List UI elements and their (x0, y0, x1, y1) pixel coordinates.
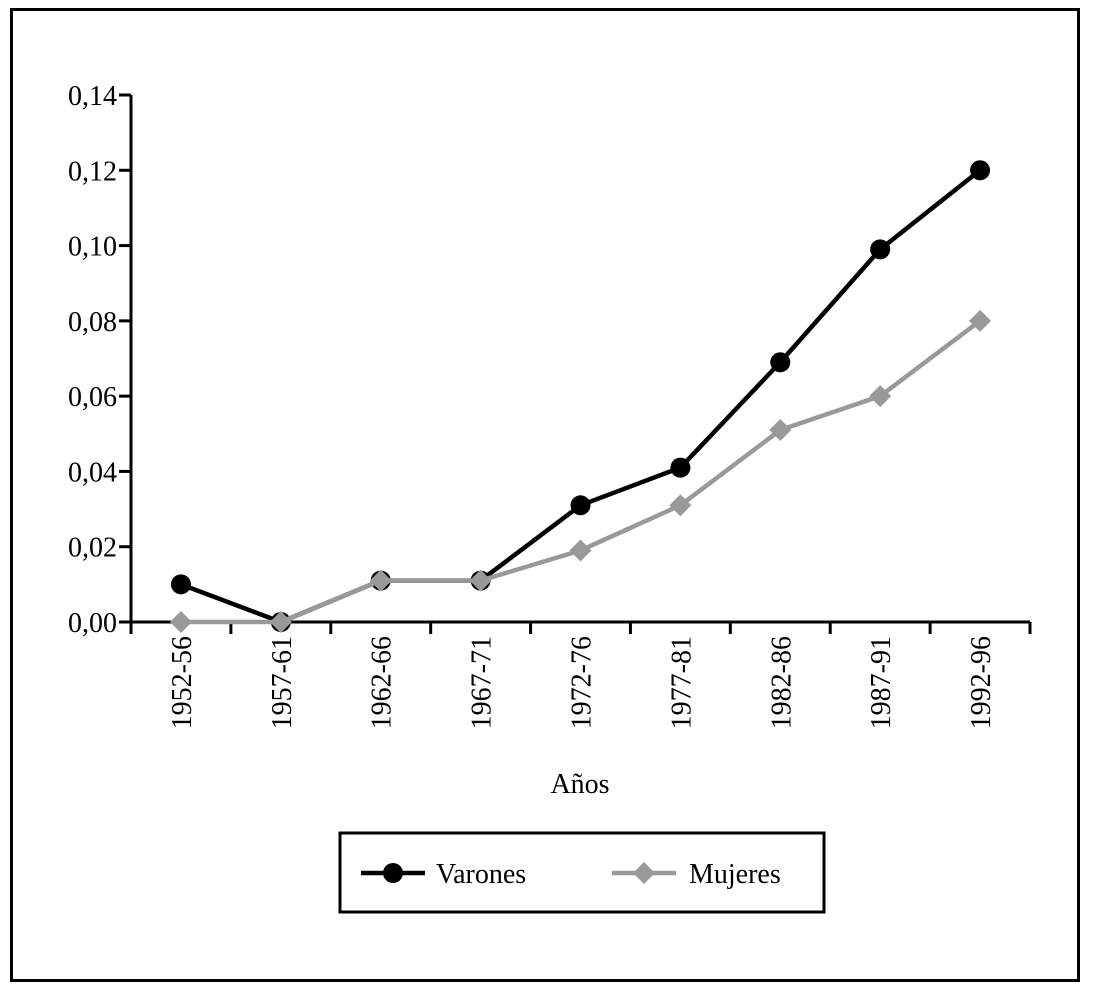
series-line (180, 319, 982, 625)
x-tick-label: 1962-66 (367, 636, 398, 729)
legend-entry-mujeres: Mujeres (612, 859, 781, 890)
y-tick-label: 0,02 (68, 533, 117, 564)
y-tick-label: 0,00 (68, 608, 117, 639)
series-layer (169, 160, 992, 633)
data-point (970, 160, 991, 181)
chart-frame (10, 8, 1080, 982)
legend-swatch-marker (633, 862, 655, 884)
x-tick-label: 1957-61 (267, 636, 298, 729)
data-point (769, 419, 792, 442)
data-point (569, 539, 592, 562)
axes: 0,00 0,02 0,04 0,06 0,08 0,10 0,12 0,14 1952-56 1… (68, 81, 1032, 729)
y-tick-label: 0,08 (68, 307, 117, 338)
x-tick-label: 1952-56 (167, 636, 198, 729)
legend: Varones Mujeres (338, 831, 826, 914)
data-point (469, 569, 492, 592)
x-axis-title: Años (550, 769, 609, 800)
legend-label: Mujeres (689, 859, 781, 890)
y-tick-label: 0,12 (68, 156, 117, 187)
data-point (169, 611, 192, 633)
x-tick-label: 1967-71 (467, 636, 498, 729)
legend-entry-varones: Varones (361, 859, 526, 890)
data-point (870, 239, 891, 260)
x-tick-label: 1992-96 (966, 636, 997, 729)
y-tick-label: 0,04 (68, 457, 117, 488)
legend-label: Varones (436, 859, 526, 890)
data-point (670, 457, 691, 478)
x-tick-label: 1972-76 (567, 636, 598, 729)
y-tick-label: 0,06 (68, 382, 117, 413)
x-tick-label: 1977-81 (666, 636, 697, 729)
data-point (269, 611, 292, 633)
series-mujeres (169, 309, 992, 633)
data-point (669, 494, 692, 517)
data-point (170, 574, 191, 595)
data-point (969, 309, 992, 332)
data-point (869, 385, 892, 408)
x-tick-label: 1987-91 (866, 636, 897, 729)
data-point (770, 352, 791, 373)
legend-swatch-marker (383, 863, 403, 883)
data-point (369, 569, 392, 592)
y-tick-label: 0,14 (68, 81, 117, 112)
data-point (570, 495, 591, 516)
y-tick-label: 0,10 (68, 232, 117, 263)
x-tick-label: 1982-86 (766, 636, 797, 729)
